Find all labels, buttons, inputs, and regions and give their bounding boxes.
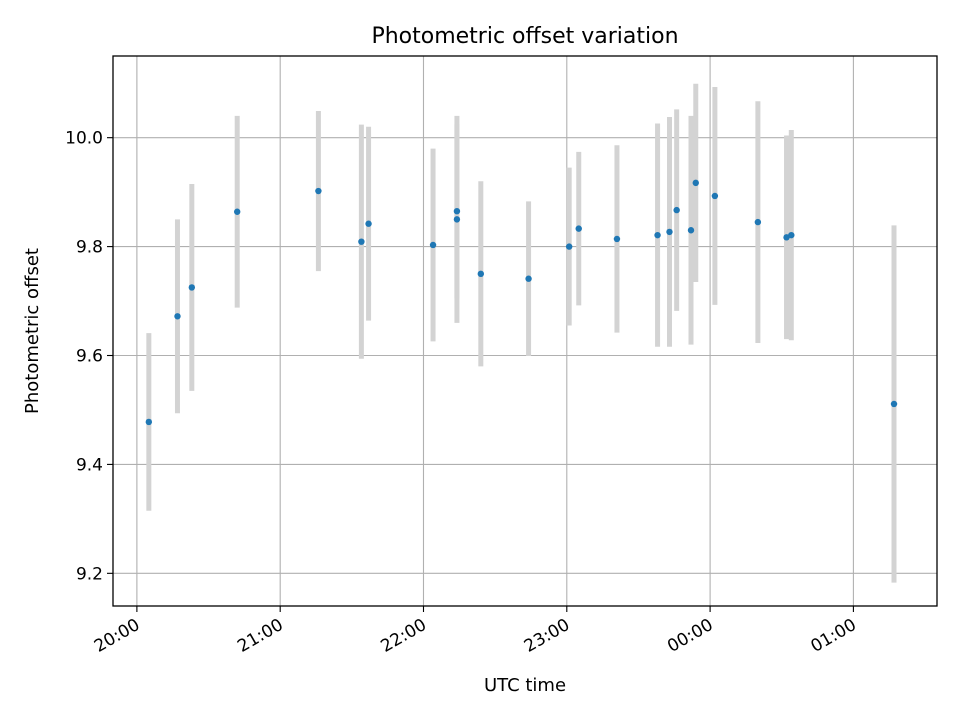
y-tick-label: 9.8 [76, 238, 103, 258]
data-point [575, 225, 582, 232]
data-point [666, 228, 673, 236]
data-point [365, 220, 372, 227]
data-point [233, 208, 241, 215]
data-point [429, 241, 437, 249]
data-point [711, 192, 719, 200]
x-axis-ticks: 20:00 21:00 22:00 23:00 00:00 01:00 [91, 606, 860, 657]
y-tick-label: 9.4 [76, 455, 103, 475]
data-point [613, 235, 621, 243]
y-tick-label: 10.0 [65, 129, 103, 149]
data-point [654, 231, 661, 239]
x-tick-label: 23:00 [521, 615, 573, 657]
plot-area [112, 55, 938, 607]
data-point [890, 400, 898, 408]
data-point [174, 313, 181, 320]
x-tick-label: 00:00 [664, 615, 716, 657]
data-point [673, 206, 680, 214]
y-tick-label: 9.6 [76, 347, 103, 367]
data-point [788, 231, 795, 239]
data-point [754, 218, 762, 226]
data-point [477, 270, 485, 278]
data-point [145, 418, 153, 426]
x-tick-label: 20:00 [91, 615, 143, 657]
x-tick-label: 01:00 [807, 615, 859, 657]
data-point [315, 187, 322, 195]
x-axis-label: UTC time [484, 675, 566, 696]
data-points [145, 179, 898, 426]
y-tick-label: 9.2 [76, 564, 103, 584]
data-point [525, 275, 532, 282]
data-point [453, 207, 461, 215]
y-axis-ticks: 9.2 9.4 9.6 9.8 10.0 [65, 129, 113, 584]
data-point [358, 238, 365, 245]
y-axis-label: Photometric offset [22, 248, 43, 414]
data-point [687, 227, 695, 234]
data-point [453, 216, 461, 223]
data-point [188, 284, 196, 291]
chart-title: Photometric offset variation [371, 24, 678, 49]
data-point [565, 243, 573, 250]
x-tick-label: 22:00 [378, 615, 430, 657]
grid [113, 56, 937, 606]
error-bars [146, 83, 897, 583]
x-tick-label: 21:00 [234, 615, 286, 657]
data-point [692, 179, 699, 187]
data-point [783, 234, 790, 241]
